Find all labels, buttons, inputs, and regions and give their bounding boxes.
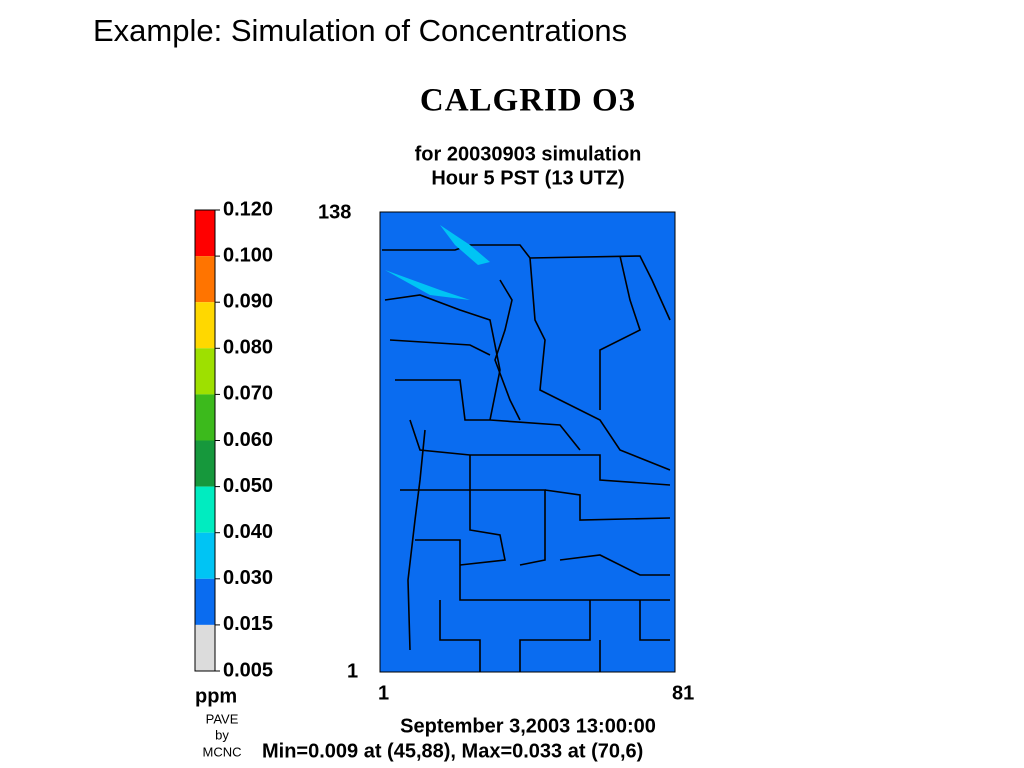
date-label: September 3,2003 13:00:00	[400, 715, 656, 737]
concentration-patch	[440, 225, 490, 265]
legend-swatch	[195, 578, 215, 625]
legend-label: 0.090	[223, 290, 273, 312]
stats-label: Min=0.009 at (45,88), Max=0.033 at (70,6…	[262, 740, 643, 762]
map-boundaries	[382, 244, 671, 672]
slide-title: Example: Simulation of Concentrations	[93, 13, 627, 48]
legend-swatch	[195, 256, 215, 303]
y-axis-top-label: 138	[318, 201, 351, 223]
x-axis-right-label: 81	[672, 682, 694, 704]
credit: PAVE	[206, 711, 239, 726]
legend-label: 0.040	[223, 521, 273, 543]
map-title: CALGRID O3	[420, 83, 636, 119]
credit: MCNC	[203, 744, 242, 759]
color-legend: 0.120 0.100 0.090 0.080 0.070 0.060 0.050 0.040…	[194, 198, 273, 681]
legend-label: 0.120	[223, 198, 273, 220]
legend-label: 0.080	[223, 337, 273, 359]
legend-label: 0.070	[223, 383, 273, 405]
legend-swatch	[195, 210, 215, 257]
x-axis-left-label: 1	[378, 682, 389, 704]
legend-swatch	[195, 486, 215, 533]
legend-swatch	[195, 394, 215, 441]
credit: by	[215, 727, 229, 742]
legend-swatch	[195, 440, 215, 487]
legend-label: 0.100	[223, 244, 273, 266]
map-subtitle: Hour 5 PST (13 UTZ)	[431, 167, 624, 189]
legend-label: 0.005	[223, 659, 273, 681]
map-subtitle: for 20030903 simulation	[415, 143, 642, 165]
y-axis-bottom-label: 1	[347, 660, 358, 682]
legend-label: 0.060	[223, 429, 273, 451]
legend-label: 0.015	[223, 613, 273, 635]
legend-unit: ppm	[195, 685, 237, 707]
legend-label: 0.050	[223, 475, 273, 497]
legend-label: 0.030	[223, 567, 273, 589]
legend-swatch	[195, 532, 215, 579]
legend-swatch	[195, 302, 215, 349]
legend-swatch	[195, 624, 215, 671]
legend-swatch	[195, 348, 215, 395]
